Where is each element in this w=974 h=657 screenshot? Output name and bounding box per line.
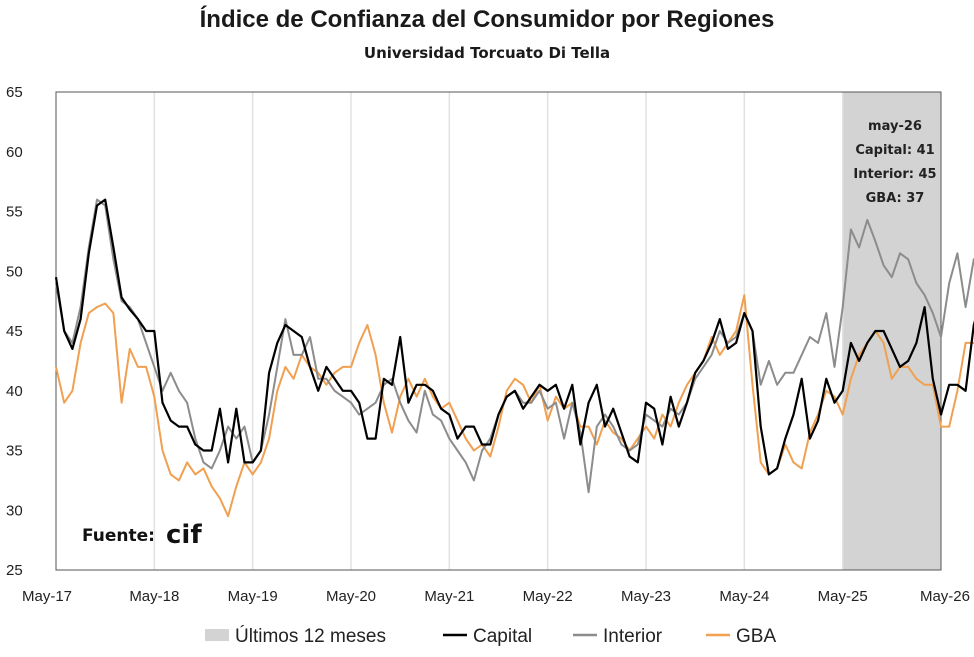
x-tick-label: May-25 bbox=[818, 588, 868, 605]
grid-lines bbox=[153, 92, 844, 570]
x-tick-label: May-24 bbox=[719, 588, 769, 605]
cif-logo: cif bbox=[166, 520, 202, 550]
x-axis-ticks: May-17 May-18 May-19 May-20 May-21 May-22 May-… bbox=[22, 588, 970, 605]
legend-item-gba: GBA bbox=[706, 626, 776, 647]
latest-values-annotation: may-26 Capital: 41 Interior: 45 GBA: 37 bbox=[853, 119, 936, 206]
y-tick-label: 60 bbox=[6, 144, 23, 161]
y-tick-label: 50 bbox=[6, 263, 23, 280]
x-tick-label: May-18 bbox=[129, 588, 179, 605]
annotation-line-1: Capital: 41 bbox=[855, 143, 934, 158]
y-tick-label: 25 bbox=[6, 562, 23, 579]
legend-item-interior: Interior bbox=[573, 626, 663, 647]
x-tick-label: May-19 bbox=[228, 588, 278, 605]
series-line-interior bbox=[55, 198, 974, 494]
source-label: Fuente: cif bbox=[82, 520, 202, 550]
y-axis-ticks: 25 30 35 40 45 50 55 60 65 bbox=[6, 84, 23, 579]
highlight-area bbox=[842, 92, 941, 570]
x-tick-label: May-17 bbox=[22, 588, 72, 605]
series-line-capital bbox=[54, 198, 974, 476]
series-line-gba bbox=[55, 294, 974, 518]
annotation-line-2: Interior: 45 bbox=[853, 167, 936, 182]
source-text: Fuente: bbox=[82, 526, 155, 546]
x-tick-label: May-26 bbox=[920, 588, 970, 605]
annotation-line-3: GBA: 37 bbox=[866, 191, 925, 206]
y-tick-label: 30 bbox=[6, 502, 23, 519]
legend-label: Interior bbox=[603, 626, 663, 647]
legend: Últimos 12 meses Capital Interior GBA bbox=[205, 625, 776, 647]
y-tick-label: 65 bbox=[6, 84, 23, 101]
x-tick-label: May-21 bbox=[424, 588, 474, 605]
legend-item-capital: Capital bbox=[443, 626, 532, 647]
legend-label: GBA bbox=[736, 626, 776, 647]
legend-label: Últimos 12 meses bbox=[235, 625, 386, 647]
legend-swatch bbox=[205, 629, 229, 641]
series-lines bbox=[54, 198, 974, 518]
last-12-months-area bbox=[842, 92, 941, 570]
x-tick-label: May-22 bbox=[523, 588, 573, 605]
y-tick-label: 45 bbox=[6, 323, 23, 340]
x-tick-label: May-20 bbox=[326, 588, 376, 605]
y-tick-label: 40 bbox=[6, 383, 23, 400]
y-tick-label: 55 bbox=[6, 204, 23, 221]
legend-label: Capital bbox=[473, 626, 532, 647]
chart-title: Índice de Confianza del Consumidor por R… bbox=[199, 6, 775, 33]
chart-subtitle: Universidad Torcuato Di Tella bbox=[363, 44, 611, 62]
plot-frame bbox=[55, 91, 942, 571]
legend-item-area: Últimos 12 meses bbox=[205, 625, 386, 647]
y-tick-label: 35 bbox=[6, 443, 23, 460]
x-tick-label: May-23 bbox=[621, 588, 671, 605]
annotation-line-0: may-26 bbox=[868, 119, 922, 134]
